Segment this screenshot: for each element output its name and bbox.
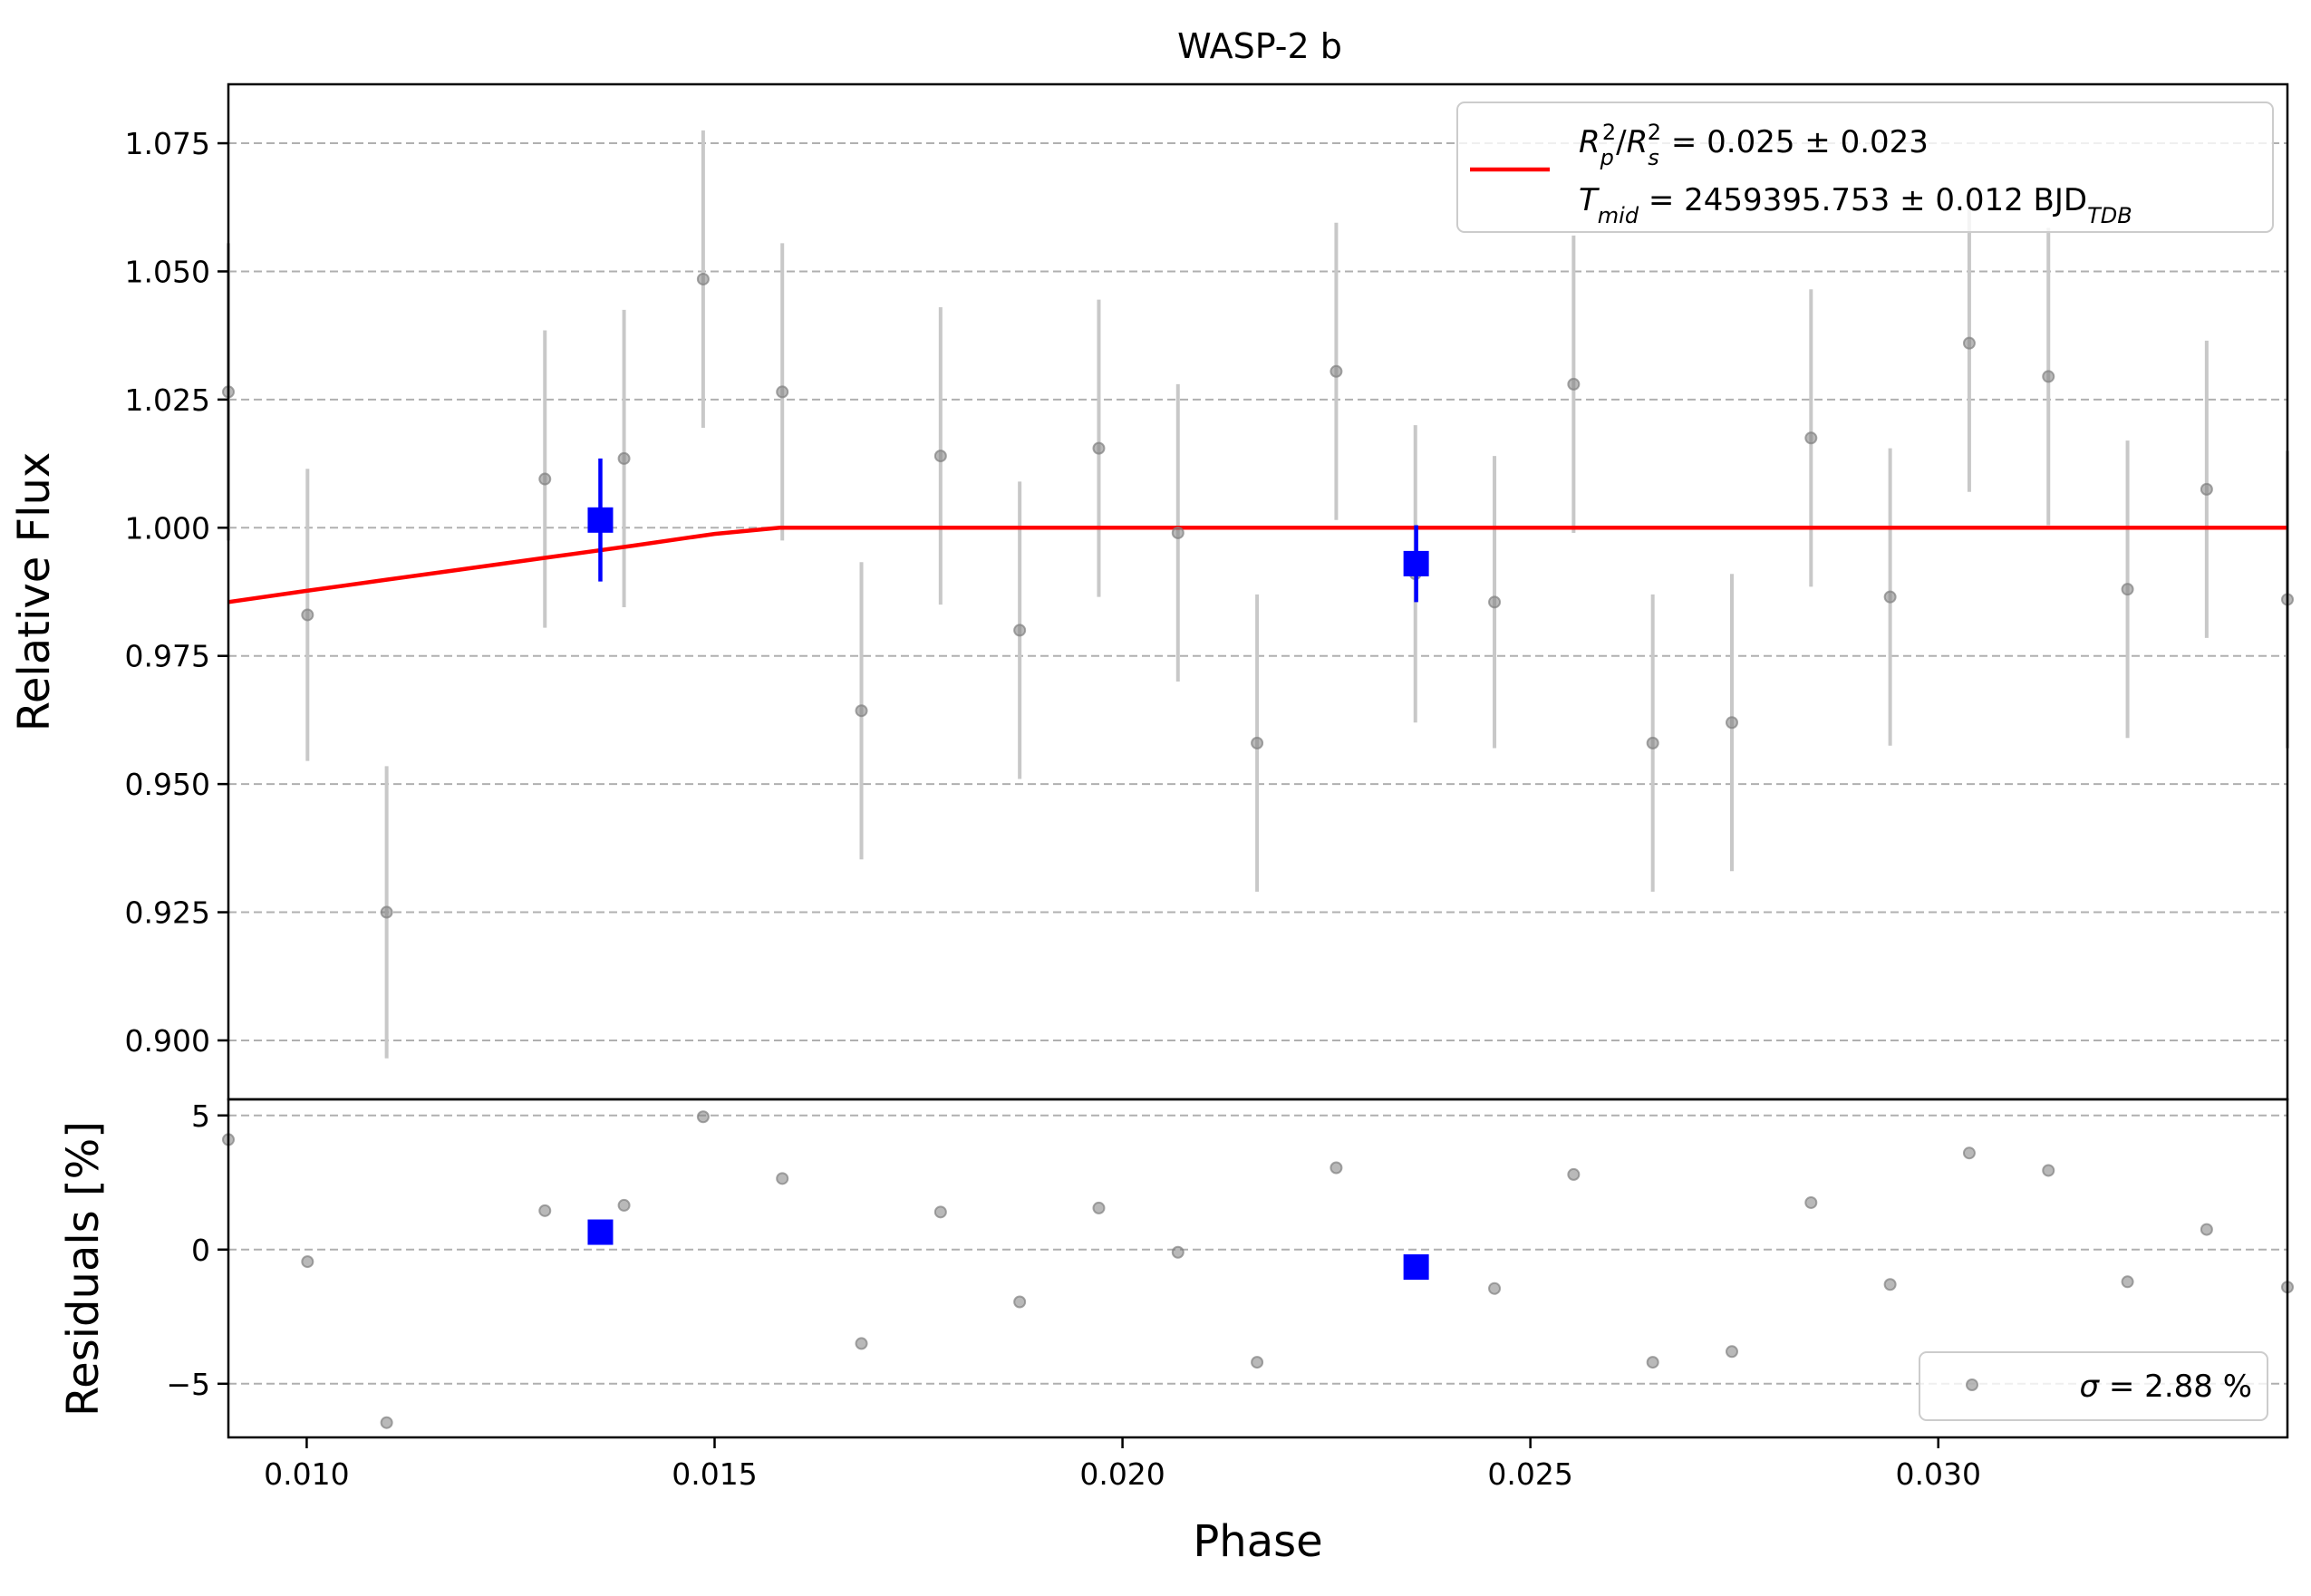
bottom-residual-points [222,1110,2294,1429]
bottom-x-ticks: 0.010 0.015 0.020 0.025 0.030 [264,1437,1981,1492]
x-tick-label: 0.025 [1487,1456,1572,1492]
data-point [1171,526,1185,539]
x-tick-label: 0.030 [1895,1456,1980,1492]
residual-point [776,1172,789,1185]
bottom-y-axis-label: Residuals [%] [58,1121,109,1417]
data-point [696,272,710,285]
legend-residual-marker [1966,1378,1978,1391]
data-point [776,385,789,399]
data-point [855,704,868,718]
bottom-axes-frame [227,1098,2289,1439]
top-y-tick-label: 0.950 [125,767,210,802]
data-point [2042,370,2055,383]
legend-label-line2: Tmid = 2459395.753 ± 0.012 BJDTDB [1579,182,2132,228]
top-legend-box [1456,102,2274,233]
top-y-ticks: 0.900 0.925 0.950 0.975 1.000 1.025 1.050 1.075 [125,126,228,1059]
top-binned-points [587,458,1429,603]
top-y-axis-label: Relative Flux [9,452,60,732]
binned-point [1403,550,1429,576]
top-y-tick-label: 0.975 [125,639,210,674]
data-point [1092,441,1106,455]
data-point [1646,736,1659,750]
residual-point [855,1337,868,1350]
data-point [1013,624,1027,637]
residual-point [696,1110,710,1124]
residual-point [380,1416,393,1429]
binned-point [587,507,614,533]
residual-point [1171,1245,1185,1259]
data-point [1804,431,1818,445]
data-point [617,451,631,465]
residual-point [933,1205,947,1219]
binned-residual-point [1403,1254,1429,1281]
top-y-tick-label: 0.900 [125,1023,210,1059]
residual-point [1013,1295,1027,1309]
top-plot-area [222,130,2294,1059]
data-point [1330,364,1343,378]
bottom-y-tick-label: 0 [191,1233,210,1268]
bottom-legend: σ = 2.88 % [1919,1351,2268,1421]
data-point [933,450,947,463]
top-y-tick-label: 1.000 [125,510,210,546]
x-tick-label: 0.015 [672,1456,757,1492]
residual-point [1804,1195,1818,1209]
legend-label-line1: Rp2/Rs2 = 0.025 ± 0.023 [1579,120,1929,170]
bottom-plot-area [222,1110,2294,1429]
residual-point [1883,1278,1897,1291]
residual-point [1251,1356,1264,1369]
data-point [1962,336,1976,350]
top-y-tick-label: 1.075 [125,126,210,161]
residual-point [1646,1356,1659,1369]
bottom-y-ticks: −5 0 5 [166,1098,228,1402]
residual-point [2042,1164,2055,1177]
legend-sigma-label: σ = 2.88 % [2080,1369,2252,1405]
data-point [2121,583,2134,596]
data-point [538,472,552,486]
bottom-legend-box [1919,1351,2268,1421]
residual-point [301,1255,314,1269]
top-y-tick-label: 0.925 [125,895,210,931]
model-curve [227,526,2287,605]
residual-point [1567,1167,1581,1181]
data-point [1488,595,1502,609]
residual-point [2121,1275,2134,1289]
residual-point [1725,1345,1738,1359]
top-y-tick-label: 1.025 [125,382,210,418]
data-point [1883,590,1897,604]
x-tick-label: 0.020 [1079,1456,1165,1492]
x-axis-label: Phase [1193,1516,1322,1567]
data-point [1251,736,1264,750]
residual-point [538,1204,552,1217]
chart-title: WASP-2 b [1177,26,1342,66]
x-tick-label: 0.010 [264,1456,349,1492]
residual-point [2200,1223,2213,1236]
data-point [1725,716,1738,730]
bottom-y-tick-label: −5 [166,1367,210,1402]
binned-residual-point [587,1219,614,1245]
residual-point [1962,1146,1976,1160]
top-y-tick-label: 1.050 [125,254,210,289]
residual-point [1092,1201,1106,1214]
top-legend: Rp2/Rs2 = 0.025 ± 0.023 Tmid = 2459395.7… [1456,102,2274,233]
data-point [1567,377,1581,391]
residual-point [1488,1282,1502,1295]
data-point [380,905,393,919]
bottom-y-tick-label: 5 [191,1098,210,1134]
data-point [2200,482,2213,496]
data-point [301,608,314,622]
residual-point [1330,1161,1343,1175]
residual-point [617,1198,631,1212]
bottom-binned-residuals [587,1219,1429,1281]
